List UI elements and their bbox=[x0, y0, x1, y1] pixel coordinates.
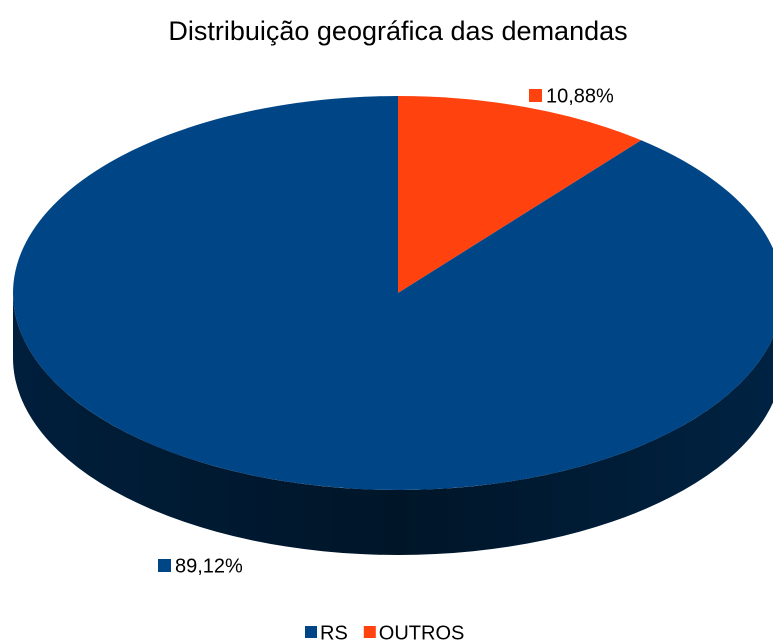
legend-key bbox=[363, 626, 376, 638]
data-label: 89,12% bbox=[175, 555, 243, 577]
pie-slice-side bbox=[13, 293, 773, 555]
legend-key bbox=[305, 626, 317, 638]
data-label: 10,88% bbox=[546, 85, 614, 107]
data-label-key bbox=[529, 89, 542, 102]
data-label-key bbox=[158, 559, 171, 572]
legend-label: RS bbox=[320, 622, 348, 642]
legend-label: OUTROS bbox=[379, 622, 465, 642]
pie-slice bbox=[13, 96, 773, 490]
chart-title: Distribuição geográfica das demandas bbox=[168, 16, 627, 46]
pie-slice bbox=[398, 96, 642, 293]
